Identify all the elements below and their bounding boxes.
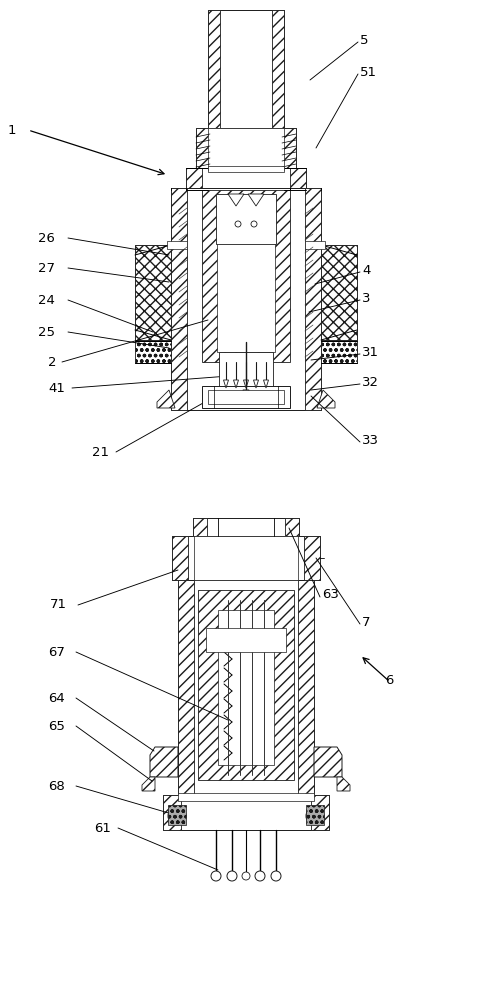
- Polygon shape: [142, 777, 155, 791]
- Text: 2: 2: [48, 356, 57, 368]
- Bar: [311, 795, 329, 830]
- Text: 33: 33: [362, 434, 379, 446]
- Bar: [194, 536, 298, 580]
- Bar: [135, 245, 171, 340]
- Bar: [196, 128, 210, 170]
- Bar: [285, 518, 299, 536]
- Text: 31: 31: [362, 346, 379, 359]
- Bar: [208, 390, 284, 404]
- Bar: [186, 168, 202, 190]
- Bar: [168, 805, 186, 825]
- Bar: [305, 188, 321, 410]
- Polygon shape: [234, 380, 239, 388]
- Bar: [216, 194, 276, 244]
- Bar: [208, 128, 284, 170]
- Bar: [217, 197, 275, 352]
- Circle shape: [168, 807, 186, 825]
- Circle shape: [211, 871, 221, 881]
- Polygon shape: [317, 390, 335, 408]
- Text: 27: 27: [38, 261, 55, 274]
- Bar: [304, 536, 320, 580]
- Circle shape: [306, 807, 324, 825]
- Polygon shape: [223, 380, 228, 388]
- Text: 68: 68: [48, 780, 65, 792]
- Bar: [272, 10, 284, 130]
- Polygon shape: [157, 390, 175, 408]
- Polygon shape: [337, 777, 350, 791]
- Bar: [186, 168, 306, 190]
- Text: 63: 63: [322, 588, 339, 601]
- Bar: [172, 536, 320, 580]
- Text: 24: 24: [38, 294, 55, 306]
- Bar: [290, 168, 306, 190]
- Circle shape: [242, 872, 250, 880]
- Text: 61: 61: [94, 822, 111, 834]
- Polygon shape: [314, 747, 342, 777]
- Text: 7: 7: [362, 615, 371, 629]
- Bar: [198, 590, 294, 780]
- Circle shape: [255, 871, 265, 881]
- Polygon shape: [228, 194, 244, 206]
- Polygon shape: [263, 380, 269, 388]
- Polygon shape: [253, 380, 258, 388]
- Bar: [321, 341, 357, 363]
- Bar: [219, 352, 273, 402]
- Text: 64: 64: [48, 692, 65, 704]
- Bar: [208, 10, 284, 130]
- Bar: [282, 128, 296, 170]
- Bar: [163, 795, 329, 830]
- Bar: [178, 580, 194, 795]
- Circle shape: [271, 871, 281, 881]
- Bar: [321, 245, 357, 340]
- Bar: [208, 166, 284, 172]
- Text: 4: 4: [362, 263, 370, 276]
- Bar: [163, 795, 181, 830]
- Text: 26: 26: [38, 232, 55, 244]
- Text: 25: 25: [38, 326, 55, 338]
- Polygon shape: [243, 390, 249, 404]
- Circle shape: [251, 221, 257, 227]
- Text: 5: 5: [360, 33, 368, 46]
- Bar: [178, 793, 314, 801]
- Polygon shape: [150, 747, 178, 777]
- Text: 65: 65: [48, 720, 65, 732]
- Bar: [202, 190, 290, 362]
- Bar: [206, 628, 286, 652]
- Bar: [171, 188, 321, 410]
- Bar: [298, 580, 314, 795]
- Text: 21: 21: [92, 446, 109, 458]
- Text: 51: 51: [360, 66, 377, 79]
- Bar: [135, 341, 171, 363]
- Bar: [306, 805, 324, 825]
- Circle shape: [227, 871, 237, 881]
- Text: 41: 41: [48, 381, 65, 394]
- Bar: [193, 518, 207, 536]
- Text: 71: 71: [50, 598, 67, 611]
- Bar: [218, 610, 274, 765]
- Polygon shape: [244, 380, 248, 388]
- Text: 6: 6: [385, 674, 393, 686]
- Text: 3: 3: [362, 292, 371, 304]
- Bar: [167, 241, 187, 249]
- Text: 67: 67: [48, 646, 65, 658]
- Polygon shape: [248, 194, 264, 206]
- Bar: [202, 386, 290, 408]
- Bar: [193, 518, 299, 536]
- Bar: [196, 128, 296, 170]
- Bar: [135, 245, 171, 340]
- Bar: [305, 241, 325, 249]
- Text: 1: 1: [8, 123, 16, 136]
- Text: 32: 32: [362, 375, 379, 388]
- Bar: [178, 580, 314, 795]
- Bar: [171, 188, 187, 410]
- Bar: [172, 536, 188, 580]
- Bar: [208, 10, 220, 130]
- Circle shape: [235, 221, 241, 227]
- Bar: [321, 245, 357, 340]
